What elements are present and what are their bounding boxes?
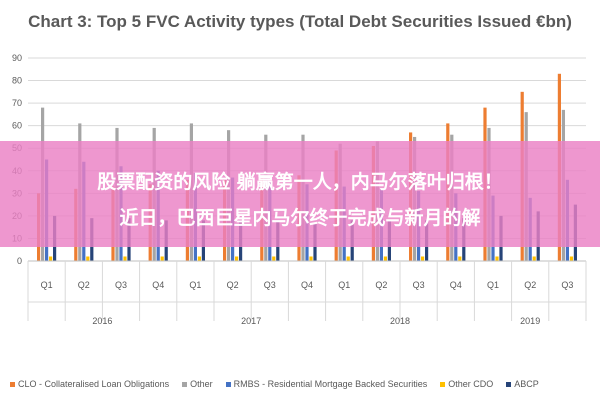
- legend-item: ABCP: [506, 379, 539, 389]
- bar: [123, 256, 127, 261]
- y-tick-label: 0: [17, 256, 22, 266]
- x-tick-label: Q4: [301, 280, 313, 290]
- bar: [383, 256, 387, 261]
- bar: [569, 256, 573, 261]
- x-tick-label: Q3: [413, 280, 425, 290]
- legend-label: ABCP: [514, 379, 539, 389]
- bar: [235, 256, 239, 261]
- x-tick-label: Q1: [41, 280, 53, 290]
- bar: [86, 256, 90, 261]
- y-tick-label: 70: [12, 98, 22, 108]
- bar: [495, 256, 499, 261]
- bar: [421, 256, 425, 261]
- chart-title: Chart 3: Top 5 FVC Activity types (Total…: [28, 12, 572, 31]
- legend-label: Other: [190, 379, 213, 389]
- legend-item: RMBS - Residential Mortgage Backed Secur…: [225, 379, 428, 389]
- chart-legend: CLO - Collateralised Loan Obligations Oth…: [10, 379, 595, 389]
- x-tick-label: Q3: [561, 280, 573, 290]
- bar: [160, 256, 164, 261]
- bar: [346, 256, 350, 261]
- x-tick-label: Q3: [264, 280, 276, 290]
- overlay-text-line-1: 股票配资的风险 躺赢第一人，内马尔落叶归根！: [97, 171, 503, 193]
- x-tick-label: Q2: [524, 280, 536, 290]
- year-group-label: 2017: [241, 316, 261, 326]
- year-group-label: 2019: [520, 316, 540, 326]
- legend-item: CLO - Collateralised Loan Obligations: [10, 379, 169, 389]
- legend-swatch: [225, 381, 231, 387]
- y-tick-label: 60: [12, 121, 22, 131]
- legend-swatch: [506, 381, 512, 387]
- overlay-text-line-2: 近日，巴西巨星内马尔终于完成与新月的解: [119, 207, 481, 229]
- bar: [272, 256, 276, 261]
- legend-item: Other: [182, 379, 213, 389]
- x-tick-label: Q1: [487, 280, 499, 290]
- year-group-label: 2018: [390, 316, 410, 326]
- legend-item: Other CDO: [440, 379, 493, 389]
- legend-swatch: [182, 381, 188, 387]
- bar: [458, 256, 462, 261]
- overlay-banner: 股票配资的风险 躺赢第一人，内马尔落叶归根！ 近日，巴西巨星内马尔终于完成与新月…: [0, 141, 600, 247]
- x-tick-label: Q3: [115, 280, 127, 290]
- bar: [532, 256, 536, 261]
- x-tick-label: Q4: [152, 280, 164, 290]
- y-tick-label: 90: [12, 53, 22, 63]
- year-group-label: 2016: [92, 316, 112, 326]
- legend-swatch: [10, 381, 15, 387]
- x-tick-label: Q2: [227, 280, 239, 290]
- x-tick-label: Q1: [189, 280, 201, 290]
- bar: [49, 256, 53, 261]
- bar: [197, 256, 201, 261]
- x-tick-label: Q2: [375, 280, 387, 290]
- legend-swatch: [440, 381, 446, 387]
- x-tick-label: Q4: [450, 280, 462, 290]
- bar: [309, 256, 313, 261]
- legend-label: Other CDO: [448, 379, 494, 389]
- x-tick-label: Q1: [338, 280, 350, 290]
- legend-label: RMBS - Residential Mortgage Backed Secur…: [233, 379, 428, 389]
- x-tick-label: Q2: [78, 280, 90, 290]
- y-tick-label: 80: [12, 76, 22, 86]
- legend-label: CLO - Collateralised Loan Obligations: [18, 379, 170, 389]
